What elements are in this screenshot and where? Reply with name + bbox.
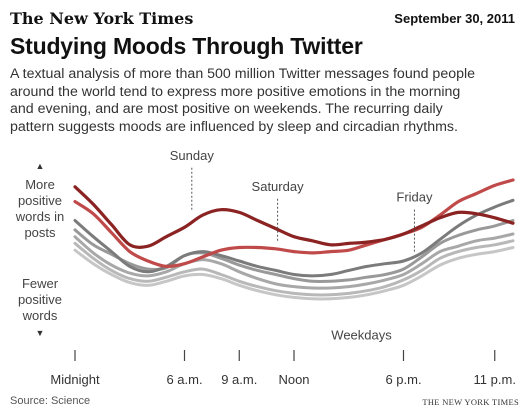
page-title: Studying Moods Through Twitter <box>10 33 363 59</box>
y-label-line: words in <box>15 209 65 224</box>
publication-date: September 30, 2011 <box>394 11 515 26</box>
annotation-friday: Friday <box>396 190 433 205</box>
x-tick-label: Midnight <box>50 372 100 387</box>
deck-line: and evening, and are most positive on we… <box>10 101 443 117</box>
x-tick-label: 6 p.m. <box>385 372 421 387</box>
up-triangle-icon: ▲ <box>35 161 45 171</box>
series-line-weekday <box>73 246 515 301</box>
y-label-line: More <box>25 177 55 192</box>
series-line-weekday <box>73 219 515 284</box>
series-line-weekday <box>73 239 515 297</box>
deck-line: around the world tend to express more po… <box>10 83 461 100</box>
y-label-line: positive <box>17 193 63 208</box>
y-label-line: posts <box>24 225 56 240</box>
deck-text: A textual analysis of more than 500 mill… <box>10 66 525 136</box>
masthead-logo: The New York Times <box>10 9 194 28</box>
y-label-line: Fewer <box>21 276 59 291</box>
source-note: Source: Science <box>10 395 91 407</box>
down-triangle-icon: ▼ <box>35 328 45 338</box>
series-line-friday <box>73 198 515 278</box>
x-tick-label: Noon <box>278 372 309 387</box>
x-tick-label: 11 p.m. <box>474 372 516 387</box>
y-label-line: positive <box>17 292 63 307</box>
annotation-saturday: Saturday <box>252 179 305 194</box>
x-tick-label: 6 a.m. <box>166 372 202 387</box>
x-tick-label: 9 a.m. <box>221 372 257 387</box>
series-line-sunday <box>73 185 515 249</box>
credit-line: THE NEW YORK TIMES <box>422 397 519 407</box>
series-line-weekday <box>73 232 515 290</box>
annotation-weekdays: Weekdays <box>331 328 392 343</box>
deck-line: A textual analysis of more than 500 mill… <box>10 66 476 82</box>
deck-line: pattern suggests moods are influenced by… <box>10 118 458 135</box>
annotation-sunday: Sunday <box>170 148 215 163</box>
series-line-saturday <box>73 178 515 269</box>
y-label-line: words <box>22 308 58 323</box>
y-axis-top-label: ▲ More positive words in posts <box>8 161 72 241</box>
y-axis-bottom-label: Fewer positive words ▼ <box>8 276 72 338</box>
